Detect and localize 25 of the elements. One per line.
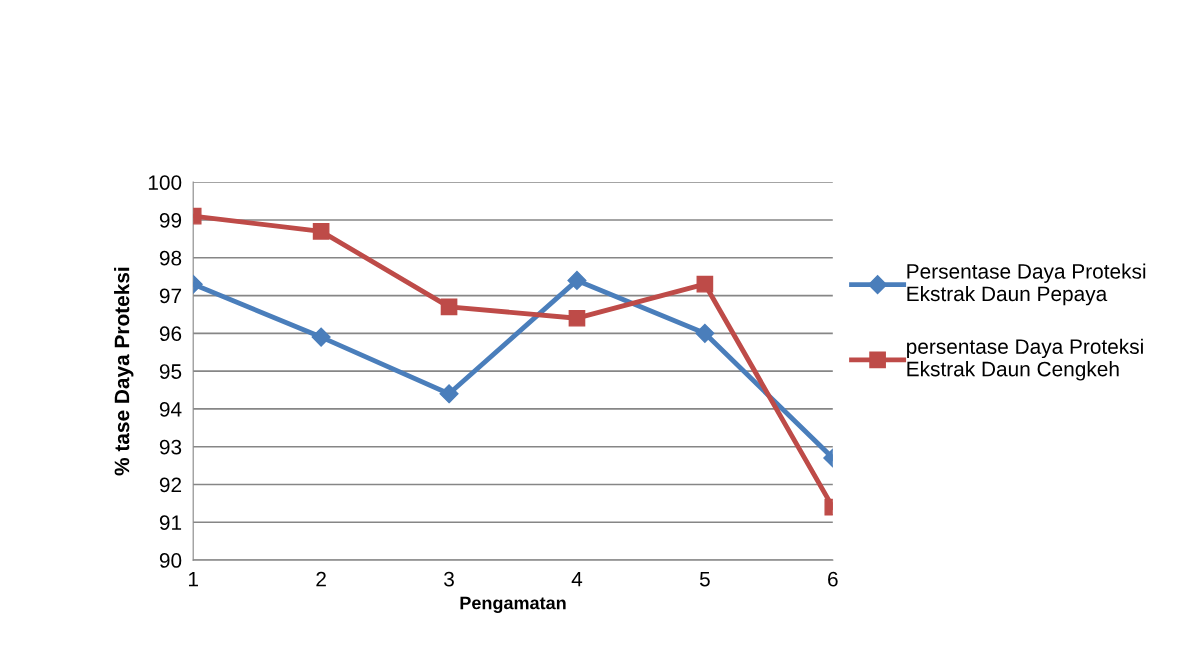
x-axis-title: Pengamatan [460,596,566,613]
y-tick-label: 100 [148,175,182,190]
y-tick-label: 95 [159,364,182,379]
x-tick-label: 1 [189,571,198,587]
y-axis-title: % tase Daya Proteksi [114,267,134,476]
y-tick-label: 97 [159,288,182,304]
point [439,384,459,404]
y-tick-label: 94 [159,401,182,417]
y-tick-label: 99 [159,212,182,228]
point [440,298,458,316]
point [567,270,587,290]
point [568,309,586,327]
y-tick-label: 96 [159,326,182,342]
x-tick-label: 2 [316,571,326,587]
legend-label: persentase Daya Proteksi Ekstrak Daun Cengkeh [907,338,1143,381]
x-tick-label: 5 [699,571,710,587]
x-tick-label: 6 [828,571,838,587]
y-tick-label: 90 [159,553,182,568]
x-tick-label: 3 [444,571,454,587]
y-tick-label: 92 [159,477,182,493]
y-tick-label: 93 [159,439,182,455]
y-tick-label: 91 [159,515,182,531]
y-tick-label: 98 [159,250,182,266]
legend-label: Persentase Daya Proteksi Ekstrak Daun Pepaya [907,263,1146,306]
x-tick-label: 4 [571,571,583,587]
